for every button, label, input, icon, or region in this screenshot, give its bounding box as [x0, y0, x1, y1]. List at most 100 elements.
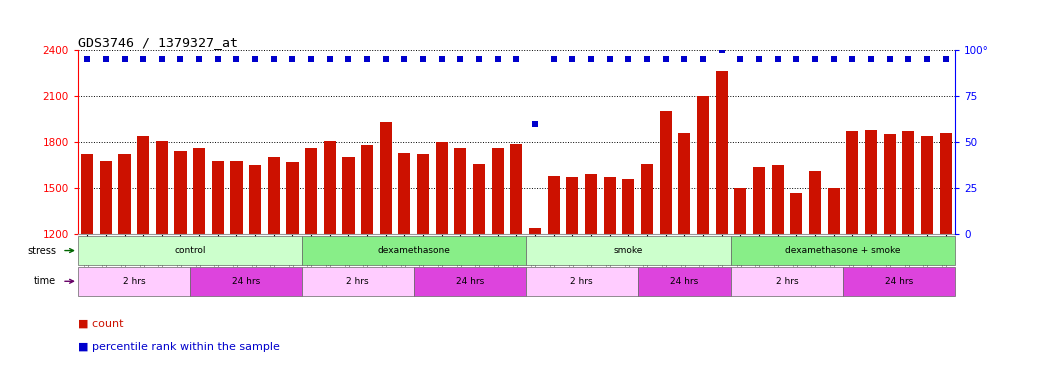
Bar	[731, 267, 843, 296]
Point	[340, 56, 357, 62]
Text: time: time	[34, 276, 56, 286]
Point	[378, 56, 394, 62]
Text: 2 hrs: 2 hrs	[571, 277, 593, 286]
Bar	[417, 154, 429, 234]
Point	[322, 56, 338, 62]
Bar	[302, 236, 525, 265]
Text: ■ percentile rank within the sample: ■ percentile rank within the sample	[78, 342, 279, 352]
Bar	[81, 154, 93, 234]
Bar	[637, 267, 731, 296]
Bar	[286, 162, 299, 234]
Point	[397, 56, 413, 62]
Point	[359, 56, 376, 62]
Text: ■ count: ■ count	[78, 319, 124, 329]
Text: 24 hrs: 24 hrs	[231, 277, 260, 286]
Bar	[921, 136, 933, 234]
Bar	[361, 145, 374, 234]
Point	[676, 56, 692, 62]
Bar	[809, 171, 821, 234]
Text: 24 hrs: 24 hrs	[456, 277, 484, 286]
Point	[807, 56, 823, 62]
Bar	[715, 71, 728, 234]
Point	[266, 56, 282, 62]
Bar	[525, 267, 637, 296]
Point	[750, 56, 767, 62]
Point	[135, 56, 152, 62]
Bar	[492, 148, 503, 234]
Point	[471, 56, 488, 62]
Bar	[567, 177, 578, 234]
Point	[900, 56, 917, 62]
Point	[434, 56, 450, 62]
Bar	[529, 228, 541, 234]
Bar	[659, 111, 672, 234]
Bar	[302, 267, 414, 296]
Bar	[156, 141, 168, 234]
Point	[247, 56, 264, 62]
Point	[415, 56, 432, 62]
Text: 2 hrs: 2 hrs	[347, 277, 370, 286]
Point	[694, 56, 711, 62]
Point	[881, 56, 898, 62]
Bar	[846, 131, 858, 234]
Bar	[623, 179, 634, 234]
Bar	[174, 151, 187, 234]
Bar	[118, 154, 131, 234]
Point	[545, 56, 562, 62]
Point	[508, 56, 524, 62]
Point	[564, 56, 580, 62]
Bar	[696, 96, 709, 234]
Bar	[827, 188, 840, 234]
Point	[228, 56, 245, 62]
Point	[191, 56, 208, 62]
Bar	[78, 236, 302, 265]
Point	[620, 56, 636, 62]
Bar	[753, 167, 765, 234]
Point	[98, 56, 114, 62]
Point	[937, 56, 954, 62]
Point	[732, 56, 748, 62]
Bar	[436, 142, 447, 234]
Bar	[790, 193, 802, 234]
Bar	[100, 161, 112, 234]
Point	[919, 56, 935, 62]
Point	[453, 56, 469, 62]
Point	[657, 56, 674, 62]
Bar	[305, 148, 318, 234]
Point	[601, 56, 618, 62]
Text: control: control	[174, 246, 206, 255]
Point	[210, 56, 226, 62]
Bar	[190, 267, 302, 296]
Bar	[212, 161, 224, 234]
Point	[582, 56, 599, 62]
Bar	[249, 165, 262, 234]
Bar	[455, 148, 466, 234]
Text: 2 hrs: 2 hrs	[775, 277, 798, 286]
Point	[769, 56, 786, 62]
Text: dexamethasone: dexamethasone	[378, 246, 450, 255]
Point	[490, 56, 507, 62]
Point	[863, 56, 879, 62]
Bar	[939, 133, 952, 234]
Bar	[193, 148, 206, 234]
Bar	[678, 133, 690, 234]
Point	[638, 56, 655, 62]
Point	[825, 56, 842, 62]
Point	[303, 56, 320, 62]
Bar	[399, 153, 410, 234]
Bar	[843, 267, 955, 296]
Bar	[324, 141, 336, 234]
Point	[284, 56, 301, 62]
Bar	[604, 177, 616, 234]
Point	[172, 56, 189, 62]
Text: 24 hrs: 24 hrs	[884, 277, 913, 286]
Bar	[137, 136, 149, 234]
Bar	[414, 267, 525, 296]
Bar	[902, 131, 914, 234]
Text: 24 hrs: 24 hrs	[671, 277, 699, 286]
Point	[713, 47, 730, 53]
Text: smoke: smoke	[613, 246, 644, 255]
Bar	[473, 164, 485, 234]
Bar	[343, 157, 355, 234]
Text: stress: stress	[27, 245, 56, 256]
